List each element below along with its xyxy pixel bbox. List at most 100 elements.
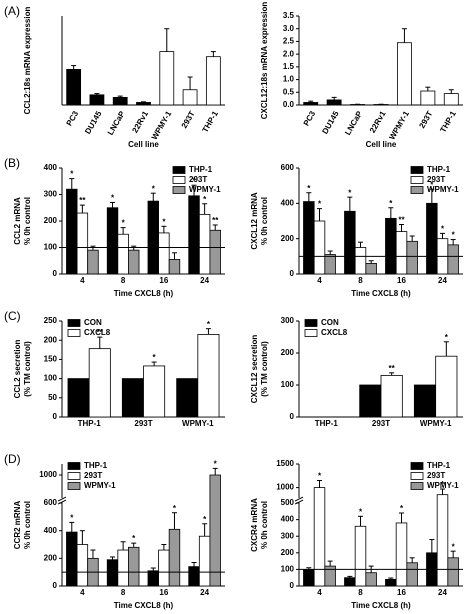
y-tick-label: 400 <box>44 526 58 535</box>
panel-label: (B) <box>4 156 20 170</box>
x-tick-label: 4 <box>317 276 322 285</box>
x-axis-label: Cell line <box>128 140 159 149</box>
significance-label: * <box>445 333 449 342</box>
bar <box>313 487 326 587</box>
y-axis-label: CXCL12 mRNA <box>250 192 259 250</box>
bar <box>197 334 220 418</box>
significance-label: * <box>430 180 434 189</box>
x-tick-label: 24 <box>200 276 209 285</box>
bar <box>158 549 170 587</box>
y-tick-label: 600 <box>44 498 58 507</box>
x-axis-label: Time CXCL8 (h) <box>351 601 411 610</box>
bar <box>182 89 198 106</box>
x-tick-label: WPMY-1 <box>387 109 411 141</box>
y-tick-label: 400 <box>44 163 58 172</box>
bar <box>344 210 356 275</box>
significance-label: * <box>173 504 177 513</box>
y-axis-label: (% TM control) <box>23 341 32 397</box>
x-tick-label: 293T <box>418 109 435 129</box>
y-tick-label: 3.0 <box>283 24 295 33</box>
significance-label: * <box>203 195 207 204</box>
significance-label: * <box>318 472 322 481</box>
y-tick-label: 250 <box>44 316 58 325</box>
bar <box>426 202 438 275</box>
y-tick-label: 200 <box>44 216 58 225</box>
legend-swatch <box>410 462 424 470</box>
legend-swatch <box>67 472 81 480</box>
bar <box>147 570 159 587</box>
bar <box>313 220 326 275</box>
bar <box>147 200 159 275</box>
y-axis-label: % 0h control <box>260 501 269 549</box>
x-tick-label: LNCaP <box>106 109 127 137</box>
bar <box>76 212 89 275</box>
significance-label: * <box>318 200 322 209</box>
x-tick-label: 16 <box>159 276 168 285</box>
x-tick-label: 4 <box>317 588 322 597</box>
bar <box>66 531 78 587</box>
y-tick-label: 300 <box>281 531 295 540</box>
y-axis-label: CXCR4 mRNA <box>250 498 259 552</box>
y-tick-label: 1.0 <box>283 75 295 84</box>
bar <box>159 51 175 106</box>
bar <box>443 93 459 106</box>
y-tick-label: 400 <box>281 515 295 524</box>
y-tick-label: 200 <box>281 234 295 243</box>
significance-label: * <box>359 507 363 516</box>
y-tick-label: 0 <box>53 412 58 421</box>
x-tick-label: DU145 <box>83 109 104 136</box>
bar <box>209 474 221 587</box>
x-tick-label: 293T <box>180 109 197 129</box>
y-tick-label: 200 <box>44 335 58 344</box>
significance-label: * <box>153 353 157 362</box>
bar <box>168 528 181 587</box>
bar <box>359 384 382 418</box>
axis-break-mark <box>294 496 304 502</box>
y-tick-label: 300 <box>44 190 58 199</box>
panel-label: (A) <box>4 4 20 18</box>
significance-label: * <box>452 231 456 240</box>
x-tick-label: 24 <box>200 588 209 597</box>
bar <box>117 549 129 587</box>
significance-label: ** <box>389 364 396 373</box>
y-axis-label: % 0h control <box>260 197 269 245</box>
bar <box>395 522 408 587</box>
x-axis-label: Cell line <box>366 140 397 149</box>
legend-swatch <box>172 176 186 184</box>
bar <box>106 207 119 275</box>
legend-label: CON <box>84 318 102 327</box>
x-tick-label: PC3 <box>302 109 318 127</box>
bar <box>385 217 397 275</box>
y-tick-label: 200 <box>281 348 295 357</box>
significance-label: * <box>400 504 404 513</box>
bar <box>385 578 397 587</box>
bar <box>205 56 221 106</box>
x-axis-label: Time CXCL8 (h) <box>351 289 411 298</box>
bar <box>176 378 199 418</box>
legend-label: CXCL8 <box>321 328 348 337</box>
bar <box>143 365 166 418</box>
y-tick-label: 0 <box>290 581 295 590</box>
significance-label: * <box>162 217 166 226</box>
y-axis-label: CCL2 mRNA <box>13 197 22 245</box>
bar <box>168 259 181 275</box>
bar <box>365 572 377 587</box>
bar <box>76 544 89 587</box>
significance-label: ** <box>398 216 405 225</box>
x-tick-label: 24 <box>438 276 447 285</box>
significance-label: * <box>441 224 445 233</box>
y-tick-label: 1000 <box>276 483 294 492</box>
significance-label: ** <box>212 216 219 225</box>
x-tick-label: 16 <box>159 588 168 597</box>
legend-label: THP-1 <box>427 165 451 174</box>
x-tick-label: 8 <box>358 588 363 597</box>
legend-swatch <box>304 329 318 337</box>
y-tick-label: 1500 <box>276 459 294 468</box>
y-tick-label: 100 <box>44 243 58 252</box>
bar <box>87 249 99 275</box>
y-tick-label: 200 <box>44 553 58 562</box>
legend-swatch <box>410 176 424 184</box>
y-tick-label: 300 <box>281 316 295 325</box>
x-tick-label: 22Rv1 <box>368 109 388 134</box>
